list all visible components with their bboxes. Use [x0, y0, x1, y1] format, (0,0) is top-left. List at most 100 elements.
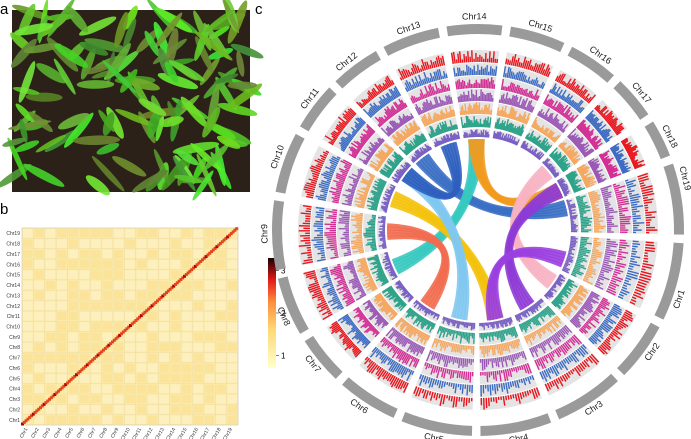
heatmap-cell [80, 250, 89, 258]
track-bar [439, 103, 440, 106]
heatmap-cell [125, 416, 134, 424]
track-bar [338, 223, 349, 224]
track-bar [326, 218, 336, 219]
track-bar [631, 204, 637, 205]
track-bar [492, 69, 493, 76]
heatmap-cell [114, 343, 123, 351]
heatmap-cell [68, 416, 77, 424]
track-bar [321, 257, 325, 258]
row-label: Chr1 [9, 418, 20, 424]
heatmap-cell [148, 281, 157, 289]
track-bar [632, 216, 640, 217]
track-bar [643, 197, 648, 198]
track-bar [484, 346, 485, 358]
heatmap-cell [80, 270, 89, 278]
track-bar [493, 371, 494, 379]
track-bar [491, 110, 492, 115]
heatmap-cell [46, 291, 55, 299]
heatmap-cell [23, 291, 32, 299]
heatmap-cell [205, 395, 214, 403]
track-bar [378, 222, 385, 223]
track-bar [499, 357, 500, 362]
row-label: Chr16 [6, 262, 20, 268]
track-bar [335, 255, 338, 256]
track-bar [507, 356, 508, 360]
column-label: Chr6 [76, 427, 87, 439]
row-label: Chr12 [6, 304, 20, 310]
heatmap-cell [159, 405, 168, 413]
track-bar [505, 87, 506, 91]
row-label: Chr5 [9, 376, 20, 382]
track-bar [317, 215, 324, 216]
column-label: Chr13 [154, 427, 166, 439]
track-bar [387, 201, 389, 202]
heatmap-cell [194, 322, 203, 330]
track-bar [591, 204, 595, 205]
track-bar [569, 250, 572, 251]
heatmap-cell [46, 333, 55, 341]
heatmap-cell [194, 312, 203, 320]
heatmap-cell [216, 364, 225, 372]
heatmap-cell [46, 260, 55, 268]
heatmap-cell [205, 343, 214, 351]
heatmap-cell [171, 385, 180, 393]
track-bar [491, 332, 492, 336]
track-bar [328, 278, 331, 279]
heatmap-cell [46, 302, 55, 310]
heatmap-cell [34, 239, 43, 247]
heatmap-cell [103, 395, 112, 403]
heatmap-cell [182, 312, 191, 320]
track-bar [347, 251, 350, 252]
track-bar [451, 383, 452, 387]
heatmap-cell [228, 302, 237, 310]
track-bar [519, 105, 520, 108]
heatmap-cell [114, 239, 123, 247]
heatmap-cell [171, 333, 180, 341]
heatmap-cell [216, 291, 225, 299]
heatmap-cell [137, 302, 146, 310]
track-bar [581, 222, 592, 223]
track-bar [320, 251, 324, 252]
track-bar [326, 243, 336, 244]
track-bar [460, 96, 461, 102]
heatmap-cell [216, 416, 225, 424]
heatmap-cell [91, 385, 100, 393]
track-bar [506, 59, 507, 65]
colorbar [268, 258, 276, 368]
heatmap-cell [159, 333, 168, 341]
track-bar [369, 221, 375, 222]
heatmap-cell [46, 270, 55, 278]
heatmap-cell [148, 229, 157, 237]
track-bar [467, 65, 468, 76]
heatmap-cell [182, 364, 191, 372]
heatmap-cell [34, 374, 43, 382]
heatmap-cell [103, 364, 112, 372]
heatmap-cell [216, 260, 225, 268]
track-bar [353, 237, 362, 238]
heatmap-cell [205, 405, 214, 413]
track-bar [463, 345, 464, 350]
heatmap-cell [216, 302, 225, 310]
heatmap-cell [216, 270, 225, 278]
track-bar [365, 236, 376, 237]
track-bar [510, 60, 511, 65]
heatmap-cell [68, 405, 77, 413]
heatmap-cell [228, 364, 237, 372]
heatmap-cell [57, 302, 66, 310]
track-bar [489, 398, 490, 406]
heatmap-cell [182, 250, 191, 258]
track-bar [620, 219, 631, 220]
heatmap-cell [34, 250, 43, 258]
heatmap-cell [23, 364, 32, 372]
heatmap-cell [91, 374, 100, 382]
track-bar [341, 238, 350, 239]
heatmap-cell [68, 250, 77, 258]
heatmap-cell [23, 385, 32, 393]
column-label: Chr2 [30, 427, 41, 439]
track-bar [315, 246, 324, 247]
heatmap-cell [182, 302, 191, 310]
heatmap-cell [34, 343, 43, 351]
heatmap-cell [228, 395, 237, 403]
track-bar [451, 396, 452, 401]
track-bar [606, 241, 615, 242]
